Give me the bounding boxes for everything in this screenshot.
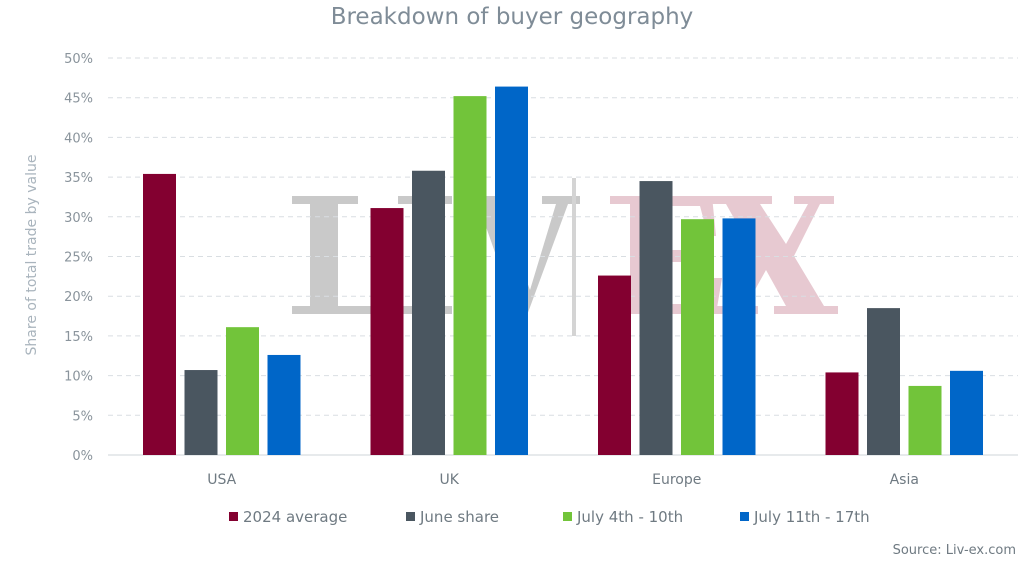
bar-uk-2	[412, 170, 445, 456]
grid-lines	[108, 57, 1018, 456]
y-tick-label: 5%	[72, 409, 93, 424]
bar-europe-3	[681, 219, 714, 455]
legend-item: 2024 average	[229, 508, 347, 526]
bar-europe-2	[639, 181, 673, 455]
bar-uk-4	[495, 86, 528, 456]
y-axis-ticks: 0% 5% 10% 15% 20% 25% 30% 35% 40% 45% 50%	[64, 52, 93, 464]
bar-uk-1	[370, 208, 404, 455]
y-tick-label: 20%	[64, 290, 93, 305]
x-tick-label: Asia	[890, 472, 919, 488]
legend: 2024 average June share July 4th - 10th Jul…	[0, 508, 1024, 528]
x-tick-label: Europe	[652, 472, 701, 488]
bar-europe-4	[722, 218, 756, 455]
bars	[143, 86, 983, 456]
x-tick-label: UK	[440, 472, 460, 488]
legend-swatch	[229, 512, 238, 521]
bar-uk-3	[453, 96, 487, 455]
legend-item: July 4th - 10th	[563, 508, 683, 526]
y-tick-label: 15%	[64, 330, 93, 345]
legend-label: July 11th - 17th	[754, 508, 870, 526]
x-axis-labels: USA UK Europe Asia	[207, 472, 919, 488]
legend-item: July 11th - 17th	[740, 508, 870, 526]
legend-swatch	[563, 512, 572, 521]
legend-label: 2024 average	[243, 508, 348, 526]
bar-asia-3	[908, 385, 942, 455]
bar-europe-1	[598, 275, 631, 455]
y-tick-label: 0%	[72, 449, 93, 464]
bar-asia-4	[950, 370, 983, 455]
source-note: Source: Liv-ex.com	[892, 543, 1016, 558]
bar-usa-3	[226, 327, 259, 455]
legend-item: June share	[406, 508, 499, 526]
bar-usa-2	[184, 370, 218, 455]
legend-label: July 4th - 10th	[577, 508, 684, 526]
bar-usa-1	[143, 173, 176, 455]
legend-label: June share	[420, 508, 500, 526]
legend-swatch	[406, 512, 415, 521]
legend-swatch	[740, 512, 749, 521]
y-tick-label: 40%	[64, 131, 93, 146]
bar-asia-1	[825, 372, 859, 455]
bar-asia-2	[867, 308, 900, 455]
x-tick-label: USA	[207, 472, 236, 488]
y-tick-label: 45%	[64, 92, 93, 107]
y-tick-label: 10%	[64, 370, 93, 385]
bar-usa-4	[267, 354, 301, 455]
chart-title: Breakdown of buyer geography	[330, 4, 694, 30]
y-tick-label: 35%	[64, 171, 93, 186]
y-tick-label: 25%	[64, 251, 93, 266]
y-tick-label: 30%	[64, 211, 93, 226]
y-tick-label: 50%	[64, 52, 93, 67]
